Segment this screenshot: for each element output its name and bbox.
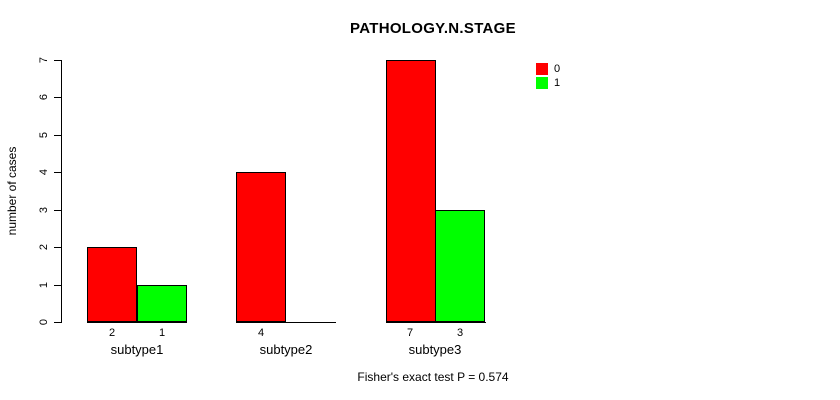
fisher-test-annotation: Fisher's exact test P = 0.574 (357, 370, 509, 384)
y-axis-tick (54, 247, 61, 249)
bar-value-label: 1 (158, 327, 166, 339)
y-axis-tick (54, 322, 61, 323)
bar-value-label: 4 (257, 327, 265, 339)
y-axis-tick-label: 2 (38, 244, 50, 251)
y-axis-tick (54, 134, 61, 136)
bar-value-label: 7 (406, 327, 414, 339)
bar (236, 172, 286, 322)
y-axis-label: number of cases (5, 146, 19, 236)
y-axis-tick-label: 5 (38, 131, 50, 138)
y-axis-tick (54, 172, 61, 174)
y-axis-tick-label: 6 (38, 94, 50, 101)
y-axis-tick-label: 7 (38, 56, 50, 64)
legend-label: 1 (554, 77, 561, 89)
bar-value-label: 3 (456, 327, 464, 339)
chart-title: PATHOLOGY.N.STAGE (350, 20, 516, 37)
group-baseline (87, 322, 187, 323)
y-axis-tick (54, 97, 61, 99)
group-baseline (386, 322, 486, 323)
bar (386, 60, 436, 322)
y-axis-tick-label: 4 (38, 169, 50, 176)
legend-swatch (536, 77, 548, 89)
group-baseline (236, 322, 336, 323)
legend-label: 0 (554, 63, 561, 75)
x-group-label: subtype3 (408, 342, 462, 357)
y-axis-tick (54, 209, 61, 211)
bar (137, 285, 187, 322)
y-axis-tick-label: 0 (38, 318, 50, 326)
legend-swatch (536, 63, 548, 75)
x-group-label: subtype1 (110, 342, 164, 357)
bar (87, 247, 137, 322)
y-axis-tick (54, 60, 61, 61)
bar (435, 210, 485, 322)
y-axis-tick-label: 1 (38, 281, 50, 288)
y-axis-tick-label: 3 (38, 206, 50, 213)
x-group-label: subtype2 (259, 342, 313, 357)
y-axis-line (61, 60, 62, 323)
bar-value-label: 2 (108, 327, 116, 339)
y-axis-tick (54, 284, 61, 286)
